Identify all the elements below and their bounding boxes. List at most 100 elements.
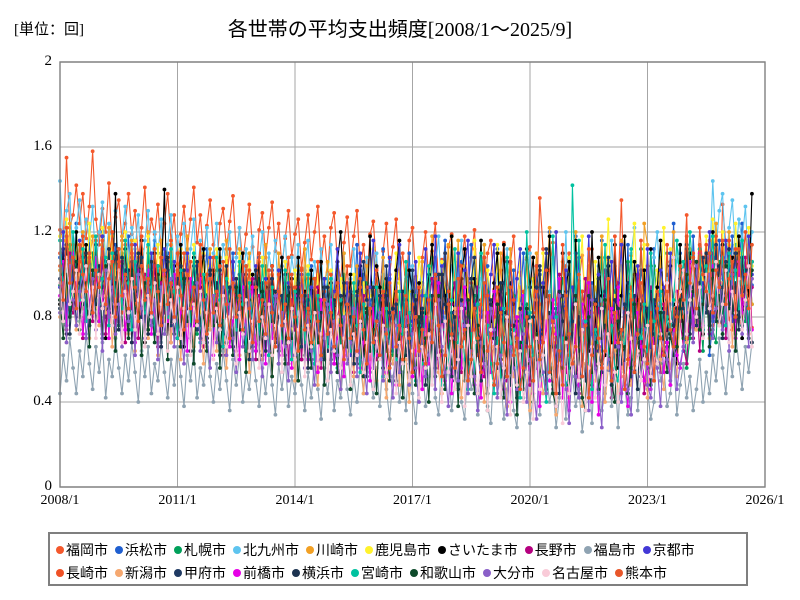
series-marker [694, 264, 699, 268]
series-marker [443, 319, 448, 324]
series-marker [87, 251, 92, 256]
series-marker [612, 310, 617, 315]
series-marker [573, 344, 578, 349]
series-marker [136, 251, 141, 256]
series-marker [309, 344, 314, 349]
series-marker [404, 408, 408, 413]
series-marker [697, 327, 702, 332]
series-marker [133, 327, 137, 332]
legend-item[interactable]: 長野市 [524, 543, 577, 557]
series-marker [286, 340, 291, 345]
series-marker [436, 281, 441, 285]
series-marker [570, 361, 575, 366]
series-marker [528, 310, 532, 315]
series-marker [351, 247, 356, 251]
series-marker [505, 255, 510, 260]
legend-item[interactable]: 福島市 [583, 543, 636, 557]
series-marker [736, 327, 741, 332]
series-marker [400, 395, 405, 400]
legend-item[interactable]: 新潟市 [115, 566, 167, 580]
legend-item[interactable]: 名古屋市 [542, 566, 608, 580]
series-marker [182, 268, 186, 273]
series-marker [113, 315, 118, 319]
series-marker [407, 336, 412, 341]
series-marker [182, 361, 186, 366]
series-marker [61, 319, 66, 324]
series-marker [289, 366, 294, 370]
series-marker [479, 251, 483, 256]
series-marker [237, 293, 242, 298]
series-marker [247, 306, 252, 311]
series-marker [488, 272, 493, 277]
series-marker [704, 289, 709, 294]
legend-item[interactable]: 和歌山市 [410, 566, 476, 580]
series-marker [740, 327, 745, 332]
series-marker [639, 378, 643, 383]
series-marker [175, 251, 180, 256]
series-marker [208, 276, 213, 281]
legend-item[interactable]: 甲府市 [174, 566, 226, 580]
series-marker [413, 366, 418, 370]
series-marker [541, 281, 545, 285]
legend-item[interactable]: 札幌市 [174, 543, 226, 557]
series-marker [668, 391, 673, 396]
series-marker [113, 349, 118, 353]
series-marker [596, 276, 601, 281]
series-marker [361, 242, 366, 247]
series-marker [707, 251, 712, 256]
series-marker [142, 238, 147, 243]
series-marker [570, 319, 575, 324]
series-marker [289, 272, 294, 277]
series-marker [224, 353, 229, 358]
series-marker [302, 247, 307, 251]
series-marker [182, 276, 186, 281]
series-marker [384, 374, 389, 379]
series-marker [466, 298, 470, 302]
series-marker [100, 306, 105, 311]
legend-item[interactable]: 川崎市 [306, 543, 358, 557]
legend-item[interactable]: 長崎市 [56, 566, 108, 580]
series-marker [681, 361, 686, 366]
legend-item[interactable]: 熊本市 [615, 566, 667, 580]
legend-item[interactable]: 大分市 [483, 566, 535, 580]
legend-item[interactable]: 京都市 [642, 543, 695, 557]
series-marker [665, 340, 669, 345]
series-marker [746, 344, 751, 349]
series-marker [80, 247, 85, 251]
series-marker [221, 242, 226, 247]
legend-item[interactable]: 横浜市 [292, 566, 344, 580]
series-marker [518, 310, 523, 315]
x-tick-label: 2020/1 [510, 493, 550, 508]
legend-item[interactable]: さいたま市 [438, 543, 518, 557]
series-marker [322, 298, 327, 302]
series-marker [208, 247, 213, 251]
series-marker [165, 395, 170, 400]
legend-item[interactable]: 北九州市 [233, 543, 299, 557]
series-marker [237, 357, 242, 362]
series-marker [299, 293, 304, 298]
series-marker [149, 217, 154, 222]
series-marker [583, 276, 588, 281]
legend-item[interactable]: 前橋市 [233, 566, 285, 580]
legend-item[interactable]: 福岡市 [56, 543, 108, 557]
series-marker [227, 219, 232, 224]
series-marker [146, 242, 151, 247]
legend-item[interactable]: 浜松市 [115, 543, 167, 557]
series-marker [423, 361, 428, 366]
series-marker [77, 349, 82, 353]
series-marker [240, 327, 245, 332]
series-marker [198, 242, 203, 247]
series-marker [515, 425, 519, 430]
series-marker [684, 340, 689, 345]
series-marker [547, 225, 552, 230]
series-marker [195, 259, 199, 264]
series-marker [710, 179, 715, 183]
series-marker [129, 242, 134, 247]
series-marker [126, 319, 131, 324]
series-marker [609, 306, 614, 311]
legend-item[interactable]: 鹿児島市 [365, 543, 431, 557]
series-marker [462, 323, 467, 328]
series-marker [684, 272, 689, 277]
series-marker [632, 293, 637, 298]
legend-item[interactable]: 宮崎市 [351, 566, 403, 580]
